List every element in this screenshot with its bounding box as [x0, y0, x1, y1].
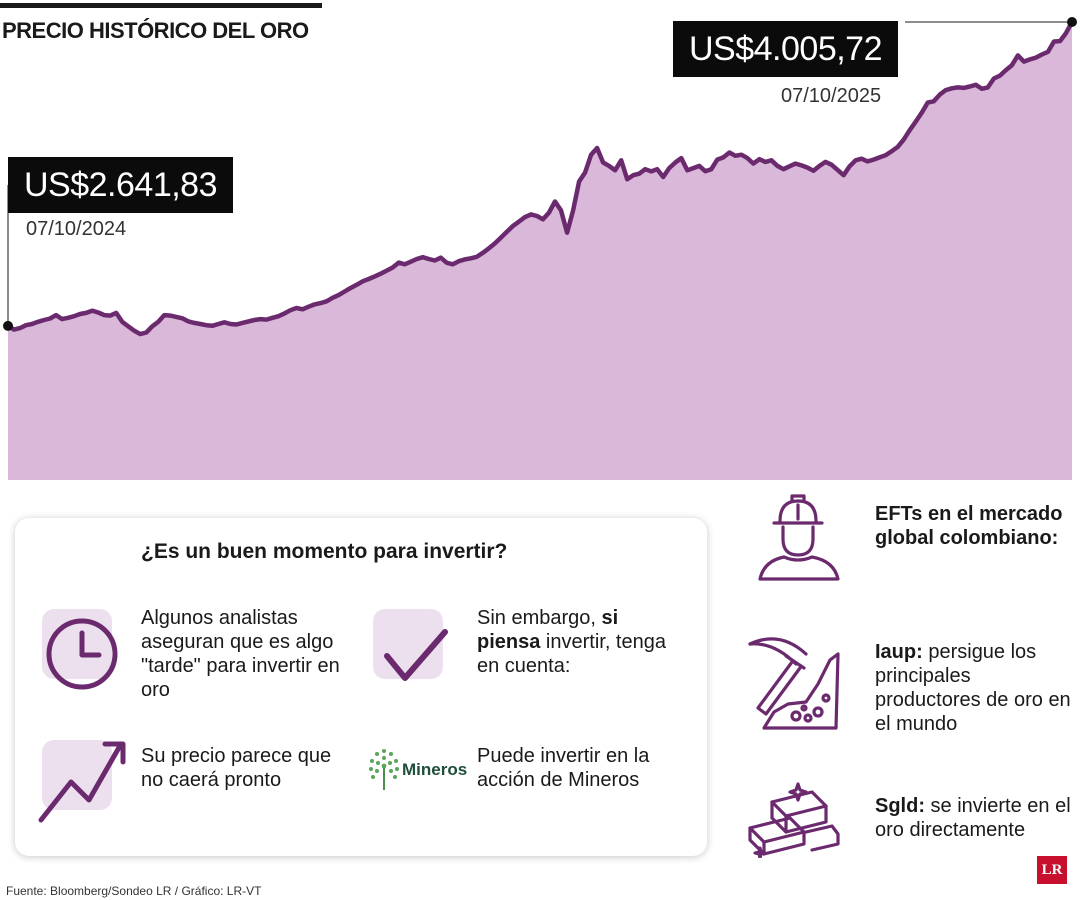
card-item-2-text: Sin embargo, si piensa invertir, tenga e… — [477, 606, 677, 678]
trend-tile — [42, 740, 112, 810]
end-point — [1067, 17, 1077, 27]
sgld-desc: se invierte en el oro directamente — [875, 795, 1071, 841]
end-date-label: 07/10/2025 — [781, 85, 882, 107]
card-item-2-text-bold: si piensa — [477, 607, 619, 653]
pickaxe-icon — [748, 637, 840, 730]
investment-card: ¿Es un buen momento para invertir? Algun… — [15, 518, 707, 856]
card-item-1-text: Algunos analistas aseguran que es algo "… — [141, 607, 340, 701]
sgld-label: Sgld: — [875, 795, 925, 817]
clock-icon — [46, 618, 118, 690]
start-price-label: US$2.641,83 — [8, 157, 233, 213]
card-item-4-text: Puede invertir en la acción de Mineros — [477, 745, 650, 791]
lr-logo: LR — [1037, 856, 1067, 884]
top-rule — [0, 3, 322, 8]
start-point — [3, 320, 13, 331]
price-area — [8, 22, 1072, 480]
card-item-2-text-b: invertir, tenga en cuenta: — [477, 631, 666, 677]
trend-up-icon — [38, 741, 126, 823]
side-item-sgld-text: Sgld: se invierte en el oro directamente — [875, 794, 1075, 842]
mineros-logo — [369, 749, 399, 790]
mineros-logo-text: Mineros — [402, 760, 468, 779]
card-item-2-text-a: Sin embargo, — [477, 607, 602, 629]
gold-price-chart — [3, 17, 1077, 480]
side-item-iaup-text: Iaup: persigue los principales productor… — [875, 640, 1075, 736]
source-note: Fuente: Bloomberg/Sondeo LR / Gráfico: L… — [6, 884, 262, 898]
end-price-label: US$4.005,72 — [673, 21, 898, 77]
side-title: EFTs en el mercado global colombiano: — [875, 503, 1063, 549]
gold-bars-icon — [748, 782, 840, 858]
price-line — [5, 19, 1075, 337]
iaup-label: Iaup: — [875, 641, 923, 663]
checkmark-icon — [384, 629, 448, 681]
card-question: ¿Es un buen momento para invertir? — [141, 540, 508, 563]
miner-icon — [758, 494, 840, 581]
start-date-label: 07/10/2024 — [26, 218, 127, 240]
iaup-desc: persigue los principales productores de … — [875, 641, 1071, 735]
chart-title: PRECIO HISTÓRICO DEL ORO — [2, 18, 309, 43]
card-item-3-text: Su precio parece que no caerá pronto — [141, 745, 332, 791]
